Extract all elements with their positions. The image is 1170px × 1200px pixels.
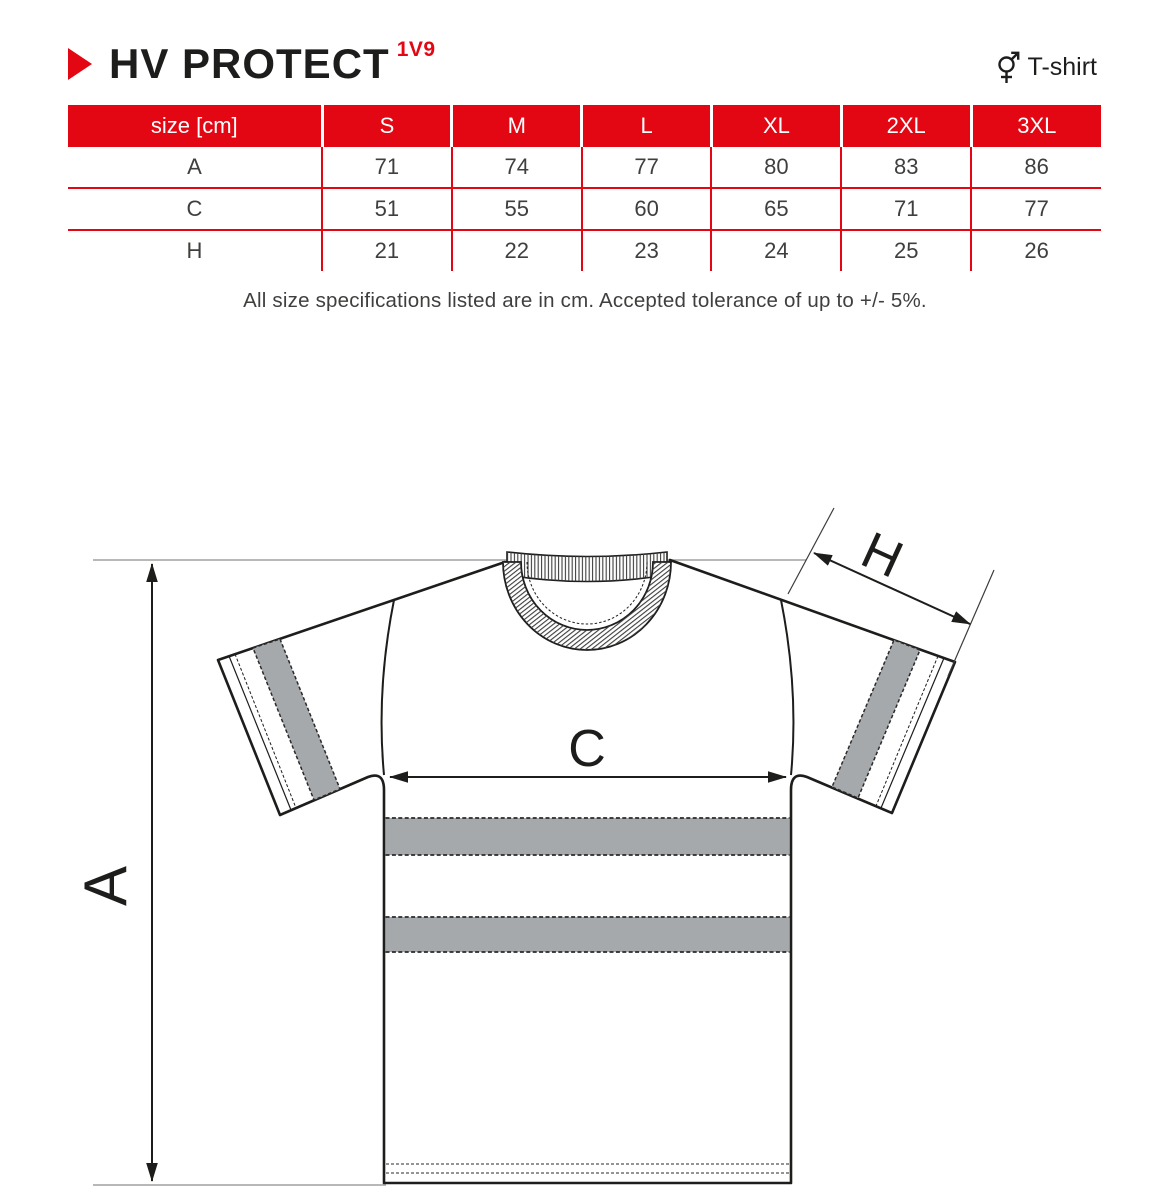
row-label: A <box>187 154 202 179</box>
cell: 86 <box>970 147 1101 188</box>
cell: 74 <box>450 147 582 188</box>
tshirt-outline <box>216 558 957 1185</box>
col-header-2xl: 2XL <box>839 105 972 147</box>
extension-lines <box>93 559 806 1186</box>
table-row-c: C 51 55 60 65 71 77 <box>68 187 1101 230</box>
cell: 25 <box>840 229 972 271</box>
dimension-a-label: A <box>72 866 139 906</box>
unisex-gender-icon <box>997 51 1019 83</box>
size-table-header-row: size [cm] S M L XL 2XL 3XL <box>68 105 1101 147</box>
body-reflective-stripes <box>385 817 790 953</box>
dimension-h-label: H <box>853 521 911 589</box>
col-header-size: size [cm] <box>68 105 322 147</box>
cell: 22 <box>450 229 582 271</box>
cell: 21 <box>321 229 452 271</box>
cell: 24 <box>710 229 842 271</box>
category-label-group: T-shirt <box>995 46 1097 88</box>
cell: 71 <box>321 147 452 188</box>
cell: 80 <box>710 147 842 188</box>
cell: 23 <box>580 229 712 271</box>
size-table: size [cm] S M L XL 2XL 3XL A 71 74 77 80… <box>68 105 1101 271</box>
cell: 77 <box>580 147 712 188</box>
collar <box>502 551 672 651</box>
row-label: C <box>68 187 322 230</box>
dimension-a: A <box>72 563 158 1182</box>
cell: 51 <box>321 187 452 230</box>
table-row-h: H 21 22 23 24 25 26 <box>68 229 1101 271</box>
cell: 55 <box>450 187 582 230</box>
row-label: H <box>68 229 322 271</box>
page-header: HV PROTECT 1V9 <box>68 38 436 87</box>
cell: 65 <box>710 187 842 230</box>
right-sleeve-stripe <box>831 639 945 809</box>
col-header-3xl: 3XL <box>969 105 1101 147</box>
tshirt-measurement-diagram: A C H <box>72 507 995 1186</box>
col-header-xl: XL <box>709 105 842 147</box>
product-code: 1V9 <box>396 38 436 61</box>
category-label: T-shirt <box>1027 52 1097 81</box>
col-header-m: M <box>450 105 582 147</box>
cell: 71 <box>840 187 972 230</box>
dimension-c: C <box>389 720 787 783</box>
cell: 83 <box>840 147 972 188</box>
cell: 77 <box>970 187 1101 230</box>
tolerance-note: All size specifications listed are in cm… <box>243 289 927 312</box>
red-arrow-icon <box>68 48 92 80</box>
page-title: HV PROTECT <box>109 40 390 87</box>
cell: 60 <box>580 187 712 230</box>
col-header-s: S <box>320 105 452 147</box>
table-row-a: A 71 74 77 80 83 86 <box>68 147 1101 188</box>
left-sleeve-stripe <box>228 638 341 811</box>
bottom-hem-stitching <box>386 1163 789 1174</box>
cell: 26 <box>970 229 1101 271</box>
col-header-l: L <box>580 105 712 147</box>
dimension-c-label: C <box>568 720 606 778</box>
